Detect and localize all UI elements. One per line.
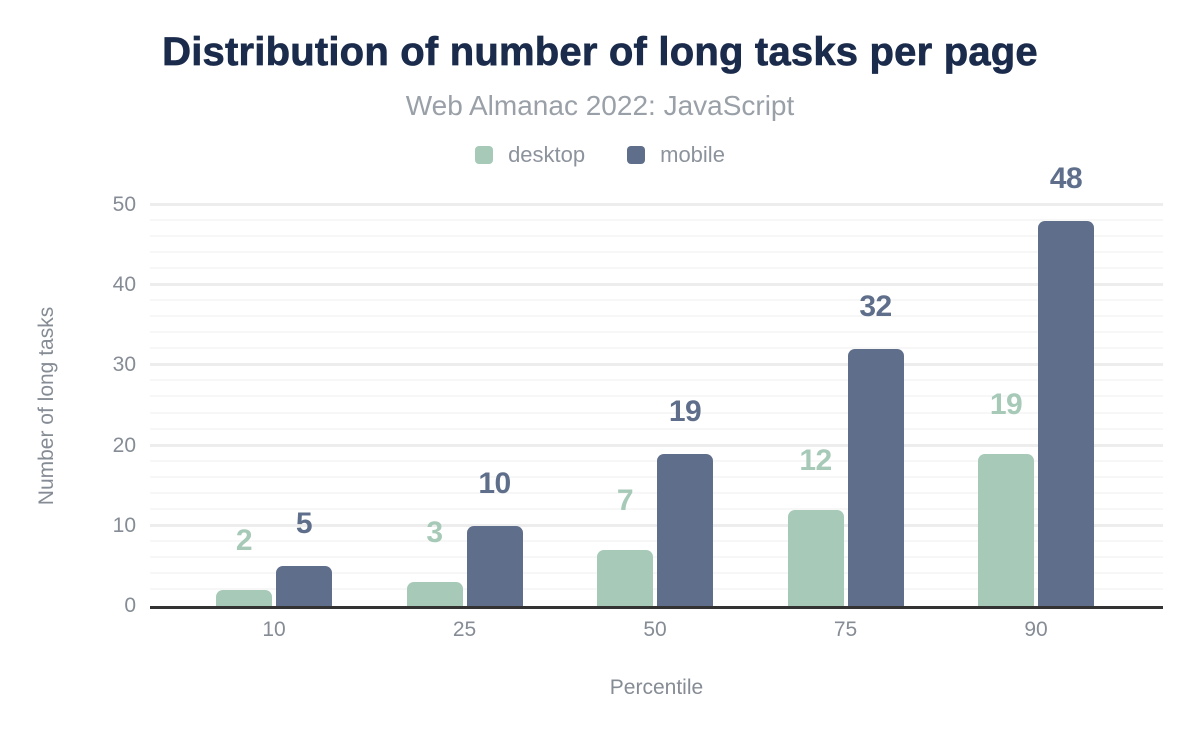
y-tick-40: 40 — [112, 273, 136, 297]
minor-gridline-12 — [150, 507, 1163, 510]
minor-gridline-24 — [150, 411, 1163, 414]
major-gridline-50 — [150, 203, 1163, 206]
y-tick-30: 30 — [112, 353, 136, 377]
legend-label-desktop: desktop — [508, 142, 586, 167]
mobile-value-label-p75: 32 — [859, 290, 892, 324]
minor-gridline-48 — [150, 219, 1163, 222]
minor-gridline-8 — [150, 539, 1163, 542]
desktop-value-label-p10: 2 — [235, 523, 253, 557]
major-gridline-20 — [150, 443, 1163, 447]
legend-swatch-mobile — [627, 146, 646, 164]
minor-gridline-34 — [150, 331, 1163, 334]
major-gridline-10 — [150, 523, 1163, 527]
desktop-bar-p10[interactable] — [216, 589, 272, 606]
minor-gridline-16 — [150, 475, 1163, 478]
legend: desktop mobile — [0, 142, 1200, 168]
legend-item-mobile[interactable]: mobile — [627, 142, 725, 168]
desktop-value-label-p25: 3 — [426, 515, 443, 549]
minor-gridline-22 — [150, 427, 1163, 430]
mobile-value-label-p90: 48 — [1049, 162, 1083, 196]
minor-gridline-2 — [150, 587, 1163, 590]
legend-item-desktop[interactable]: desktop — [475, 142, 585, 168]
x-tick-50: 50 — [643, 618, 667, 641]
desktop-bar-p50[interactable] — [597, 549, 653, 606]
minor-gridline-4 — [150, 571, 1163, 574]
mobile-value-label-p10: 5 — [295, 506, 313, 540]
x-tick-25: 25 — [452, 618, 477, 641]
desktop-bar-p90[interactable] — [978, 453, 1034, 606]
chart-subtitle: Web Almanac 2022: JavaScript — [405, 90, 795, 121]
mobile-bar-p50[interactable] — [657, 453, 713, 606]
minor-gridline-28 — [150, 379, 1163, 382]
minor-gridline-18 — [150, 459, 1163, 462]
mobile-bar-p90[interactable] — [1038, 221, 1094, 606]
minor-gridline-26 — [150, 395, 1163, 398]
y-tick-0: 0 — [124, 594, 136, 617]
desktop-bar-p25[interactable] — [406, 581, 463, 606]
desktop-bar-p75[interactable] — [787, 509, 844, 606]
desktop-value-label-p50: 7 — [616, 483, 634, 517]
desktop-value-label-p90: 19 — [989, 387, 1023, 421]
x-tick-90: 90 — [1024, 618, 1048, 641]
mobile-value-label-p50: 19 — [668, 394, 702, 428]
legend-swatch-desktop — [475, 146, 494, 164]
chart-title: Distribution of number of long tasks per… — [162, 30, 1038, 75]
mobile-bar-p25[interactable] — [466, 525, 523, 606]
y-axis-title-text: Number of long tasks — [35, 306, 58, 506]
mobile-bar-p75[interactable] — [847, 349, 904, 606]
y-tick-50: 50 — [112, 193, 136, 216]
minor-gridline-42 — [150, 267, 1163, 270]
x-tick-75: 75 — [833, 618, 858, 641]
legend-label-mobile: mobile — [660, 142, 725, 167]
minor-gridline-36 — [150, 315, 1163, 318]
x-tick-10: 10 — [262, 618, 286, 641]
minor-gridline-14 — [150, 491, 1163, 494]
x-axis-title: Percentile — [609, 676, 704, 699]
minor-gridline-44 — [150, 251, 1163, 254]
minor-gridline-32 — [150, 347, 1163, 350]
minor-gridline-46 — [150, 235, 1163, 238]
mobile-value-label-p25: 10 — [478, 466, 511, 500]
mobile-bar-p10[interactable] — [276, 565, 332, 606]
x-axis-line — [150, 606, 1163, 609]
y-tick-10: 10 — [112, 513, 136, 537]
major-gridline-40 — [150, 283, 1163, 287]
plot-area: 2 3 7 12 19 5 10 19 32 48 — [150, 164, 1163, 609]
major-gridline-30 — [150, 363, 1163, 367]
minor-gridline-38 — [150, 299, 1163, 302]
desktop-value-label-p75: 12 — [799, 443, 832, 477]
minor-gridline-6 — [150, 555, 1163, 558]
y-tick-20: 20 — [112, 433, 136, 457]
